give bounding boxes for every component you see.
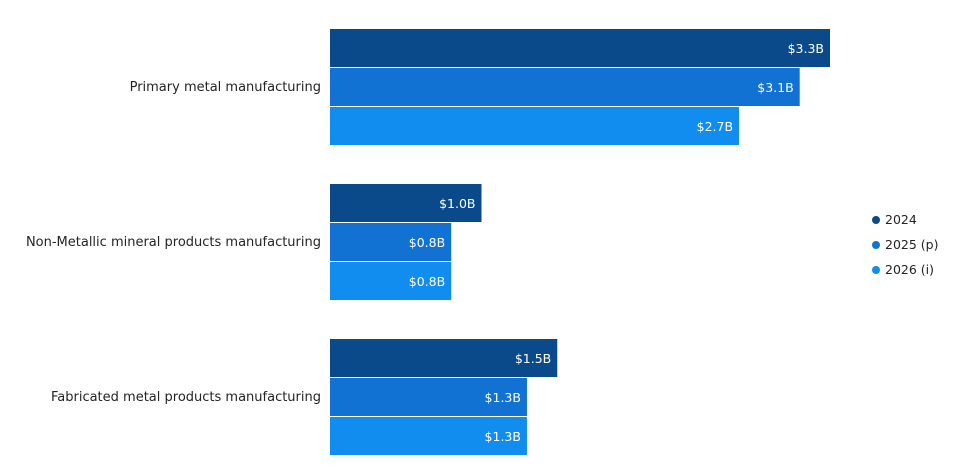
legend-dot-2025 <box>872 240 880 249</box>
data-label-fabricated-metal-products-manufacturing-2026-i: $1.3B <box>485 429 521 444</box>
bar-non-metallic-mineral-products-manufacturing-2025-p[interactable] <box>330 223 452 261</box>
category-label-primary-metal-manufacturing: Primary metal manufacturing <box>130 80 321 95</box>
data-label-fabricated-metal-products-manufacturing-2025-p: $1.3B <box>485 390 521 405</box>
legend-label-2026: 2026 (i) <box>885 262 935 277</box>
legend: 2024 2025 (p) 2026 (i) <box>872 207 938 282</box>
legend-item-2024[interactable]: 2024 <box>872 207 938 232</box>
bar-primary-metal-manufacturing-2024[interactable] <box>330 29 830 67</box>
data-label-fabricated-metal-products-manufacturing-2024: $1.5B <box>515 351 551 366</box>
category-label-non-metallic-mineral-products-manufacturing: Non-Metallic mineral products manufactur… <box>26 235 321 250</box>
bar-non-metallic-mineral-products-manufacturing-2026-i[interactable] <box>330 262 452 300</box>
legend-dot-2026 <box>872 265 880 274</box>
data-label-non-metallic-mineral-products-manufacturing-2026-i: $0.8B <box>409 274 445 289</box>
bar-primary-metal-manufacturing-2025-p[interactable] <box>330 68 800 106</box>
data-label-primary-metal-manufacturing-2025-p: $3.1B <box>757 80 793 95</box>
legend-label-2025: 2025 (p) <box>885 237 939 252</box>
legend-label-2024: 2024 <box>885 212 917 227</box>
category-label-fabricated-metal-products-manufacturing: Fabricated metal products manufacturing <box>51 390 321 405</box>
bar-primary-metal-manufacturing-2026-i[interactable] <box>330 107 740 145</box>
data-label-non-metallic-mineral-products-manufacturing-2024: $1.0B <box>439 196 475 211</box>
bar-fabricated-metal-products-manufacturing-2026-i[interactable] <box>330 417 527 455</box>
bar-non-metallic-mineral-products-manufacturing-2024[interactable] <box>330 184 482 222</box>
bar-fabricated-metal-products-manufacturing-2025-p[interactable] <box>330 378 527 416</box>
data-label-primary-metal-manufacturing-2026-i: $2.7B <box>697 119 733 134</box>
legend-item-2026[interactable]: 2026 (i) <box>872 257 938 282</box>
data-label-non-metallic-mineral-products-manufacturing-2025-p: $0.8B <box>409 235 445 250</box>
data-label-primary-metal-manufacturing-2024: $3.3B <box>788 41 824 56</box>
legend-dot-2024 <box>872 215 880 224</box>
legend-item-2025[interactable]: 2025 (p) <box>872 232 938 257</box>
bar-fabricated-metal-products-manufacturing-2024[interactable] <box>330 339 558 377</box>
